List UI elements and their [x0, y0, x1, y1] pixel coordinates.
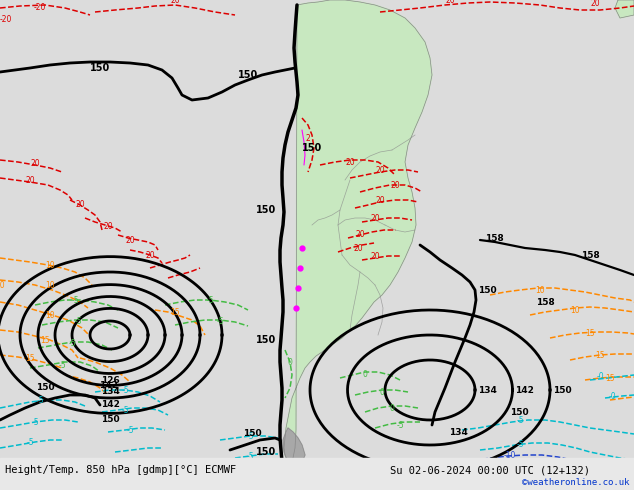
Text: 20: 20 [375, 166, 385, 174]
Text: 20: 20 [370, 251, 380, 261]
Text: ©weatheronline.co.uk: ©weatheronline.co.uk [522, 477, 629, 487]
Text: -5: -5 [26, 438, 34, 446]
Text: 20: 20 [375, 196, 385, 204]
Text: -20: -20 [34, 3, 46, 13]
Text: -5: -5 [246, 432, 254, 441]
Text: Su 02-06-2024 00:00 UTC (12+132): Su 02-06-2024 00:00 UTC (12+132) [390, 465, 590, 475]
Text: -10: -10 [504, 450, 516, 460]
Text: 20: 20 [590, 0, 600, 8]
Text: -5: -5 [396, 420, 404, 430]
Text: 134: 134 [478, 386, 497, 394]
Text: -5: -5 [516, 440, 524, 448]
Text: 150: 150 [243, 429, 261, 438]
Text: 134: 134 [101, 388, 119, 396]
Text: 0: 0 [380, 388, 384, 396]
Text: 20: 20 [445, 0, 455, 5]
Text: 150: 150 [256, 447, 276, 457]
Text: 20: 20 [345, 157, 355, 167]
Text: 150: 150 [510, 408, 529, 416]
Text: 20: 20 [355, 229, 365, 239]
Text: 150: 150 [553, 386, 572, 394]
Text: 150: 150 [238, 70, 258, 80]
Text: 15: 15 [595, 350, 605, 360]
Text: 150: 150 [90, 63, 110, 73]
Text: 20: 20 [30, 158, 40, 168]
Text: -5: -5 [74, 317, 82, 325]
Text: 142: 142 [98, 381, 117, 390]
Text: 158: 158 [485, 234, 504, 243]
Text: 150: 150 [478, 286, 496, 294]
Text: 15: 15 [170, 308, 180, 317]
Text: -5: -5 [31, 417, 39, 426]
Text: 2: 2 [306, 133, 311, 143]
Text: -5: -5 [516, 416, 524, 424]
Text: -0: -0 [596, 371, 604, 381]
Text: 15: 15 [40, 336, 50, 344]
Polygon shape [284, 0, 432, 462]
Text: -5: -5 [544, 458, 552, 466]
Text: 15: 15 [25, 353, 35, 363]
Text: -5: -5 [68, 339, 76, 347]
Text: 150: 150 [101, 416, 119, 424]
Text: 20: 20 [103, 221, 113, 230]
Text: -5: -5 [36, 395, 44, 405]
Text: 20: 20 [390, 180, 400, 190]
Text: -5: -5 [58, 361, 66, 369]
Polygon shape [615, 0, 634, 18]
Text: 20: 20 [75, 199, 85, 209]
Text: 10: 10 [45, 280, 55, 290]
Text: 0: 0 [389, 403, 394, 413]
Text: -5: -5 [71, 295, 79, 304]
Text: 150: 150 [256, 205, 276, 215]
Text: 20: 20 [125, 236, 135, 245]
Text: 134: 134 [449, 427, 467, 437]
Text: 142: 142 [515, 386, 534, 394]
Text: -5: -5 [216, 317, 224, 325]
Text: 15: 15 [605, 373, 615, 383]
Text: 20: 20 [353, 244, 363, 252]
Text: 10: 10 [0, 280, 5, 290]
Text: 20: 20 [370, 214, 380, 222]
Text: -20: -20 [0, 16, 13, 24]
Text: -5: -5 [121, 386, 129, 394]
Text: 150: 150 [256, 335, 276, 345]
Text: Height/Temp. 850 hPa [gdmp][°C] ECMWF: Height/Temp. 850 hPa [gdmp][°C] ECMWF [5, 465, 236, 475]
Text: 150: 150 [302, 143, 322, 153]
Text: -5: -5 [246, 451, 254, 461]
Text: 20: 20 [170, 0, 180, 5]
Text: 150: 150 [36, 383, 55, 392]
Bar [0, 458, 634, 490]
Text: 20: 20 [25, 175, 35, 185]
Text: -5: -5 [126, 425, 134, 435]
Text: 10: 10 [570, 305, 580, 315]
Text: 15: 15 [585, 328, 595, 338]
Text: 142: 142 [101, 400, 119, 409]
Text: -5: -5 [121, 406, 129, 415]
Text: -0: -0 [608, 392, 616, 400]
Polygon shape [283, 428, 305, 466]
Text: 0: 0 [288, 358, 292, 367]
Text: -5: -5 [206, 295, 214, 304]
Text: 10: 10 [535, 286, 545, 294]
Text: 10: 10 [45, 311, 55, 319]
Text: 0: 0 [363, 369, 368, 378]
Text: 126: 126 [101, 375, 119, 385]
Text: 10: 10 [45, 261, 55, 270]
Text: -10: -10 [514, 466, 526, 475]
Text: 20: 20 [145, 250, 155, 260]
Text: 158: 158 [581, 251, 599, 260]
Text: 158: 158 [536, 297, 554, 307]
